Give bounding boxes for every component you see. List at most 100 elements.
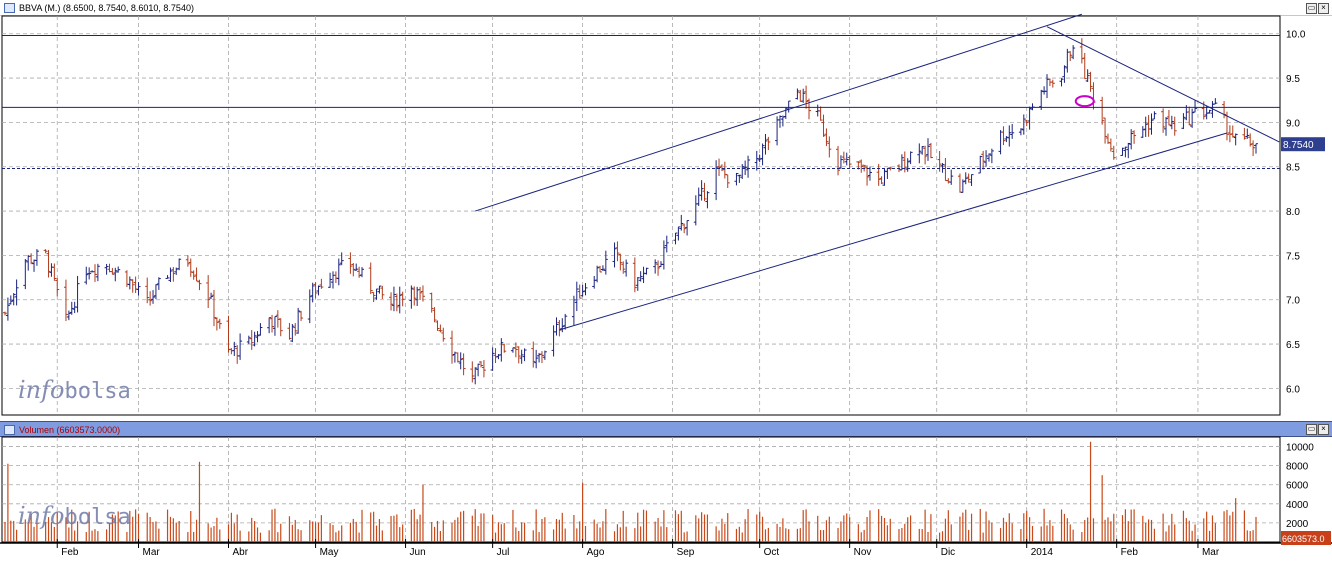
ohlc-bar	[409, 285, 414, 309]
ohlc-bar	[780, 115, 785, 127]
month-label: Abr	[232, 547, 248, 558]
ohlc-bar	[232, 341, 237, 357]
ohlc-bar	[177, 258, 182, 271]
ohlc-bar	[449, 330, 454, 364]
ohlc-bar	[107, 263, 112, 273]
ohlc-bar	[760, 143, 765, 166]
chart-window-icon	[4, 3, 15, 13]
volume-restore-button[interactable]: ▭	[1306, 424, 1317, 435]
ohlc-bar	[682, 223, 687, 234]
ohlc-bar	[1111, 145, 1116, 160]
ohlc-bar	[441, 327, 446, 342]
ohlc-bar	[206, 275, 211, 309]
ohlc-bar	[1050, 79, 1055, 88]
ohlc-bar	[699, 180, 704, 201]
last-price-tag	[1281, 137, 1325, 152]
ohlc-bar	[905, 158, 910, 172]
price-close-button[interactable]: ×	[1318, 3, 1329, 14]
ohlc-bar	[783, 107, 788, 119]
ohlc-bar	[63, 279, 68, 322]
ohlc-bar	[714, 160, 719, 201]
ohlc-bar	[1152, 111, 1157, 120]
ohlc-bar	[757, 154, 762, 163]
ohlc-bar	[435, 320, 440, 331]
ohlc-bar	[1059, 78, 1064, 87]
ohlc-bar	[685, 220, 690, 236]
ohlc-bar	[229, 348, 234, 355]
ohlc-bar	[104, 263, 109, 275]
month-label: Dic	[941, 547, 955, 558]
ohlc-bar	[499, 338, 504, 362]
ohlc-bar	[818, 106, 823, 121]
price-restore-button[interactable]: ▭	[1306, 3, 1317, 14]
ohlc-bar	[502, 343, 507, 353]
ohlc-bar	[1169, 115, 1174, 130]
ohlc-bar	[249, 330, 254, 350]
ohlc-bar	[923, 145, 928, 165]
ohlc-bar	[43, 249, 48, 254]
ohlc-bar	[26, 254, 31, 271]
ohlc-bar	[519, 349, 524, 364]
ohlc-bar	[598, 265, 603, 273]
ohlc-bar	[148, 291, 153, 306]
ohlc-bar	[705, 191, 710, 209]
ohlc-bar	[1166, 110, 1171, 126]
volume-close-button[interactable]: ×	[1318, 424, 1329, 435]
ohlc-bar	[481, 360, 486, 378]
ohlc-bar	[246, 335, 251, 345]
ohlc-bar	[194, 267, 199, 282]
ohlc-bar	[539, 351, 544, 364]
ohlc-bar	[1042, 86, 1047, 95]
ohlc-bar	[595, 265, 600, 283]
ohlc-bar	[255, 331, 260, 343]
ohlc-bar	[580, 284, 585, 297]
ohlc-bar	[371, 292, 376, 303]
ohlc-bar	[1230, 125, 1235, 138]
ohlc-bar	[412, 286, 417, 306]
ohlc-bar	[211, 290, 216, 327]
month-label: 2014	[1031, 547, 1054, 558]
ohlc-bar	[389, 292, 394, 311]
ohlc-bar	[766, 136, 771, 151]
ohlc-bar	[217, 318, 222, 329]
ohlc-bar	[1181, 113, 1186, 129]
ohlc-bar	[807, 98, 812, 120]
ohlc-bar	[1172, 116, 1177, 136]
ohlc-bar	[1193, 100, 1198, 113]
ohlc-bar	[278, 318, 283, 337]
ohlc-bar	[296, 307, 301, 334]
ohlc-bar	[522, 348, 527, 362]
ohlc-bar	[116, 266, 121, 273]
ohlc-bar	[1001, 126, 1006, 146]
price-tick-label: 7.0	[1286, 296, 1300, 307]
ohlc-bar	[644, 267, 649, 275]
ohlc-bar	[32, 259, 37, 272]
ohlc-bar	[1143, 116, 1148, 137]
ohlc-bar	[1149, 113, 1154, 135]
ohlc-bar	[984, 150, 989, 167]
ohlc-bar	[1190, 108, 1195, 128]
price-tick-label: 6.5	[1286, 340, 1300, 351]
ohlc-bar	[603, 250, 608, 275]
ohlc-bar	[1146, 115, 1151, 137]
ohlc-bar	[316, 285, 321, 296]
ohlc-bar	[661, 240, 666, 270]
ohlc-bar	[461, 353, 466, 376]
ohlc-bar	[510, 347, 515, 353]
ohlc-bar	[191, 270, 196, 280]
last-volume-tag	[1281, 531, 1331, 545]
ohlc-bar	[981, 150, 986, 170]
ohlc-bar	[960, 179, 965, 193]
ohlc-bar	[632, 257, 637, 293]
highlight-ellipse	[1074, 95, 1095, 108]
ohlc-bar	[23, 259, 28, 290]
ohlc-bar	[615, 241, 620, 262]
ohlc-bar	[275, 310, 280, 328]
ohlc-bar	[859, 159, 864, 173]
ohlc-bar	[583, 283, 588, 296]
ohlc-bar	[188, 258, 193, 277]
month-label: Mar	[143, 547, 161, 558]
ohlc-bar	[490, 347, 495, 371]
ohlc-bar	[299, 310, 304, 321]
volume-panel-title: Volumen (6603573.0000)	[19, 425, 121, 435]
